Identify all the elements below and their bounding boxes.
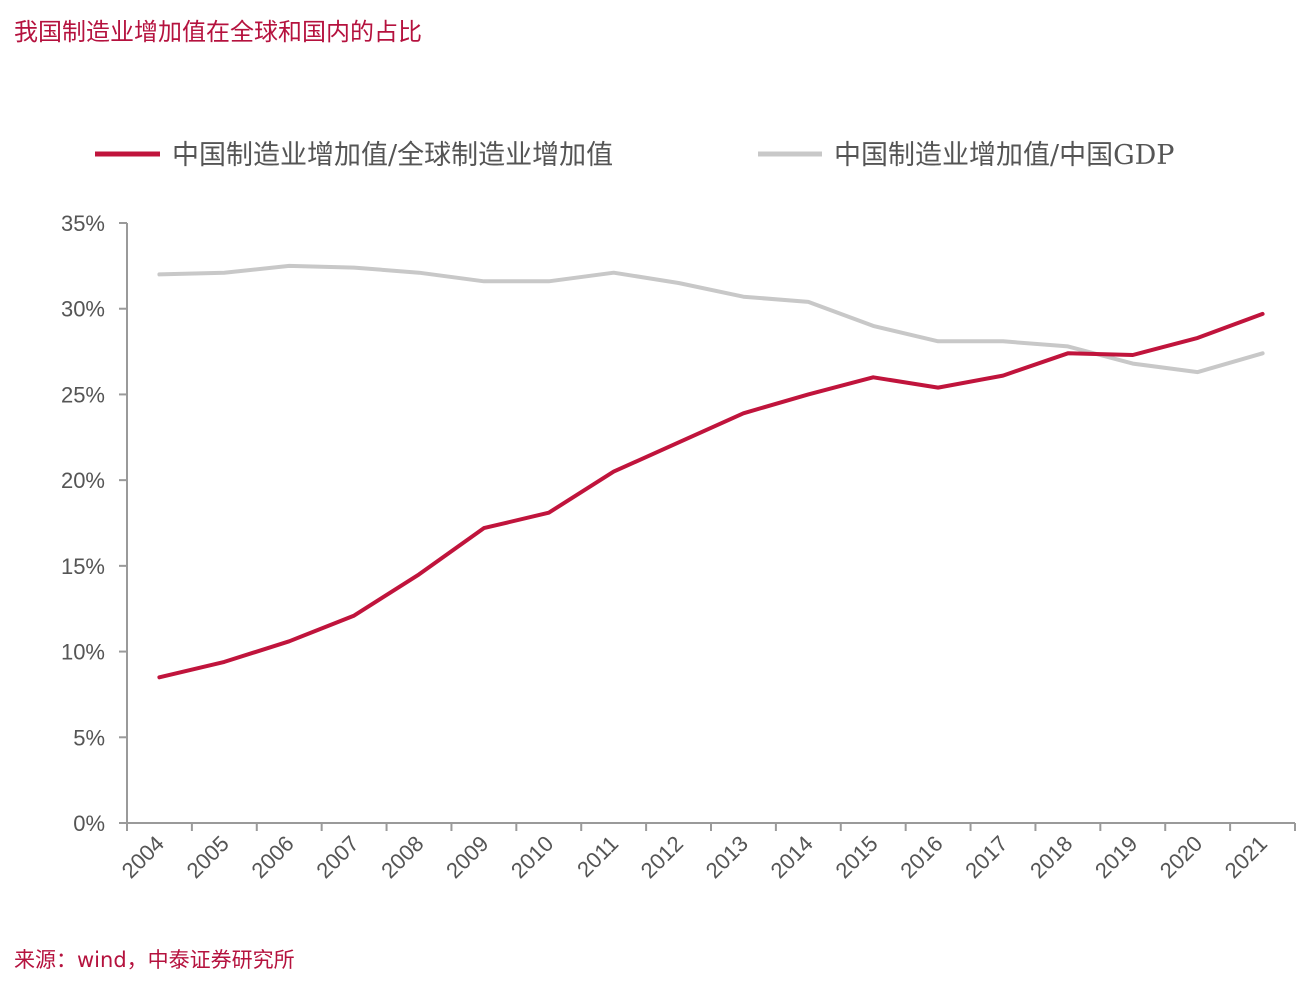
y-tick-label: 0% xyxy=(73,811,105,836)
y-tick-label: 20% xyxy=(61,468,105,493)
y-tick-label: 10% xyxy=(61,640,105,665)
legend-label-series-2: 中国制造业增加值/中国GDP xyxy=(834,140,1174,171)
x-tick-label: 2020 xyxy=(1155,831,1207,883)
y-tick-label: 30% xyxy=(61,297,105,322)
x-tick-label: 2004 xyxy=(117,831,169,883)
x-tick-label: 2013 xyxy=(701,831,753,883)
series-line-2 xyxy=(157,263,1265,375)
chart-title: 我国制造业增加值在全球和国内的占比 xyxy=(14,18,422,46)
y-tick-label: 35% xyxy=(61,211,105,236)
x-tick-label: 2006 xyxy=(246,831,298,883)
axes: 0%5%10%15%20%25%30%35%2004 2005 2006 2007 20… xyxy=(61,211,1296,883)
x-tick-label: 2019 xyxy=(1090,831,1142,883)
x-tick-label: 2008 xyxy=(376,831,428,883)
x-tick-label: 2007 xyxy=(311,831,363,883)
x-tick-label: 2009 xyxy=(441,831,493,883)
x-tick-label: 2005 xyxy=(182,831,234,883)
source-note: 来源：wind，中泰证券研究所 xyxy=(14,948,295,972)
x-tick-label: 2016 xyxy=(895,831,947,883)
x-tick-label: 2017 xyxy=(960,831,1012,883)
x-tick-label: 2012 xyxy=(636,831,688,883)
series-lines xyxy=(157,263,1265,680)
x-tick-label: 2010 xyxy=(506,831,558,883)
y-tick-label: 15% xyxy=(61,554,105,579)
x-tick-label: 2011 xyxy=(572,831,623,882)
legend: 中国制造业增加值/全球制造业增加值 中国制造业增加值/中国GDP xyxy=(95,140,1174,171)
x-tick-label: 2021 xyxy=(1220,831,1272,883)
y-tick-label: 25% xyxy=(61,382,105,407)
x-tick-label: 2014 xyxy=(766,831,818,883)
x-tick-label: 2015 xyxy=(830,831,882,883)
y-tick-label: 5% xyxy=(73,725,105,750)
legend-label-series-1: 中国制造业增加值/全球制造业增加值 xyxy=(172,140,613,171)
series-line-1 xyxy=(157,311,1265,680)
x-tick-label: 2018 xyxy=(1025,831,1077,883)
